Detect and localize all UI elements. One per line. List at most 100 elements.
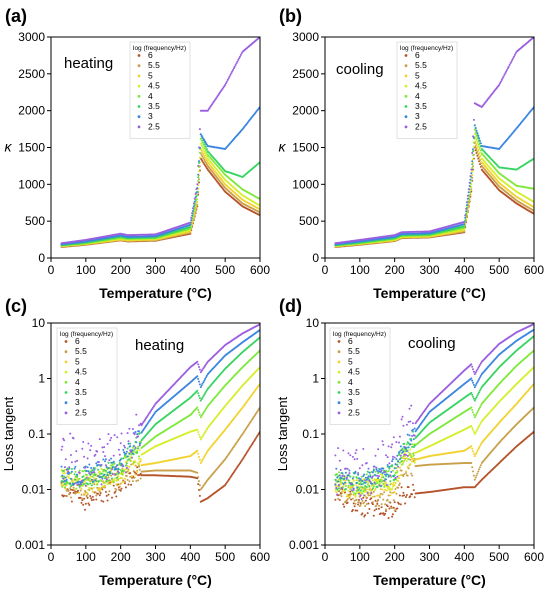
legend-marker <box>137 94 141 98</box>
data-point <box>464 214 467 217</box>
data-point <box>89 477 92 480</box>
data-point <box>499 80 502 83</box>
plot-area <box>334 37 534 248</box>
data-point <box>474 149 477 152</box>
data-point <box>225 82 227 85</box>
data-point <box>200 460 203 463</box>
data-point <box>129 472 132 475</box>
data-point <box>109 467 112 470</box>
data-point <box>189 223 192 226</box>
data-point <box>471 160 474 163</box>
data-point <box>112 480 115 483</box>
data-point <box>90 497 93 500</box>
data-point <box>191 207 194 210</box>
x-tick-label: 500 <box>215 263 235 277</box>
legend-marker <box>404 94 408 98</box>
data-point <box>205 159 208 162</box>
legend-entry: 6 <box>148 50 153 60</box>
legend-box <box>396 41 458 139</box>
data-point <box>62 469 65 472</box>
data-point <box>132 461 135 464</box>
data-point <box>127 468 130 471</box>
data-point <box>104 477 106 480</box>
data-point <box>475 129 478 132</box>
x-tick-label: 400 <box>180 263 200 277</box>
data-point <box>467 188 470 191</box>
data-point <box>508 64 511 66</box>
data-point <box>102 485 105 488</box>
y-tick-label: 2000 <box>18 104 45 118</box>
data-point <box>477 134 480 137</box>
data-point <box>105 494 108 497</box>
data-point <box>205 148 208 151</box>
y-tick-label: 3000 <box>18 30 45 44</box>
data-point <box>128 465 131 468</box>
legend-marker <box>137 54 141 57</box>
data-point <box>512 57 515 60</box>
data-point <box>193 200 196 203</box>
data-point <box>136 466 139 469</box>
y-axis-label: κ <box>279 139 287 155</box>
legend-entry: 4.5 <box>415 81 427 91</box>
data-point <box>80 487 83 490</box>
data-point <box>131 463 134 466</box>
data-point <box>121 473 124 476</box>
x-tick-label: 400 <box>454 263 474 277</box>
data-point <box>468 185 471 187</box>
data-point <box>134 461 137 464</box>
data-point <box>471 152 474 154</box>
data-point <box>197 180 200 183</box>
legend-entry: 5 <box>415 70 420 80</box>
data-point <box>97 489 99 492</box>
data-point <box>470 168 473 171</box>
data-point <box>138 457 140 460</box>
data-point <box>472 150 474 153</box>
data-point <box>205 452 207 455</box>
data-point <box>124 482 126 485</box>
panel-a: 0 100 200 300 400 500 600050010001500200025003… <box>5 6 271 301</box>
data-point <box>103 468 106 471</box>
data-point <box>138 449 141 452</box>
series-2.5 <box>334 37 534 245</box>
legend-marker <box>404 105 408 108</box>
data-point <box>75 491 78 494</box>
data-point <box>109 483 112 486</box>
legend-title: log (frequency/Hz) <box>400 45 453 52</box>
data-point <box>465 210 468 213</box>
data-point <box>124 480 126 483</box>
data-point <box>502 75 505 78</box>
data-point <box>203 150 206 153</box>
panel-label: (b) <box>279 6 302 26</box>
data-point <box>75 487 78 490</box>
data-point <box>205 149 207 152</box>
data-point <box>198 170 200 173</box>
data-point <box>509 62 512 65</box>
data-point <box>198 151 201 154</box>
data-point <box>471 166 474 169</box>
data-point <box>199 133 202 136</box>
series-6 <box>60 430 260 511</box>
data-point <box>198 178 200 181</box>
data-point <box>81 497 84 500</box>
data-point <box>115 483 118 486</box>
data-point <box>72 486 75 489</box>
data-point <box>82 470 85 473</box>
data-point <box>139 477 142 480</box>
data-point <box>200 144 203 147</box>
data-point <box>204 140 207 143</box>
data-point <box>196 449 199 452</box>
x-tick-label: 0 <box>322 263 329 277</box>
data-point <box>104 485 106 488</box>
data-point <box>205 163 208 166</box>
data-point <box>472 135 474 138</box>
data-point <box>70 488 72 491</box>
data-point <box>100 472 103 475</box>
data-point <box>82 484 85 487</box>
legend-marker <box>404 64 408 68</box>
data-point <box>124 456 127 459</box>
data-point <box>60 483 63 486</box>
data-point <box>107 476 110 479</box>
panel-annotation: cooling <box>336 61 384 78</box>
x-tick-label: 200 <box>385 263 405 277</box>
data-point <box>237 59 240 61</box>
